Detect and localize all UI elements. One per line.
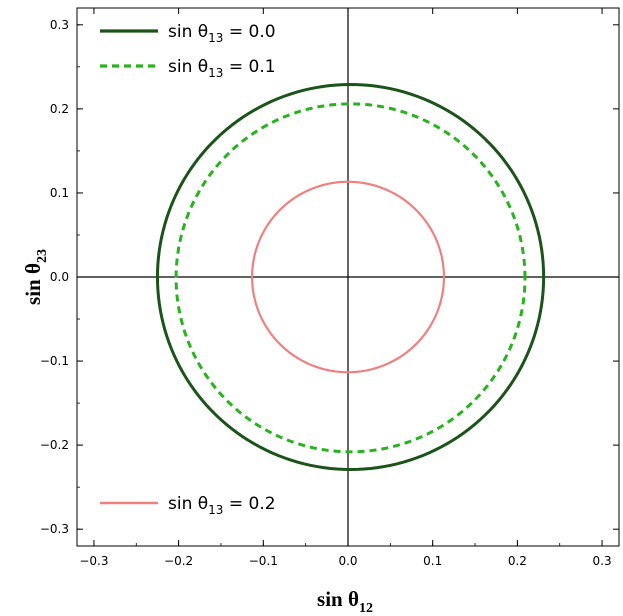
y-tick-label: −0.3 [40,522,69,536]
series-curve-3 [250,180,446,374]
legend: sin θ13 = 0.0 sin θ13 = 0.1 sin θ13 = 0.2 [100,22,276,517]
x-tick-label: 0.3 [593,554,612,568]
y-tick-label: 0.2 [50,102,69,116]
series-curve-1 [155,82,546,472]
y-tick-label: 0.0 [50,270,69,284]
y-tick-label: 0.1 [50,186,69,200]
x-tick-label: −0.3 [79,554,108,568]
zero-axis-lines [77,8,619,546]
y-axis-title: sin θ23 [21,249,50,305]
x-tick-label: 0.2 [508,554,527,568]
x-tick-label: −0.1 [249,554,278,568]
y-tick-label: −0.1 [40,354,69,368]
legend-label-2: sin θ13 = 0.1 [168,57,276,80]
series-curve-2 [174,102,527,454]
x-axis-title: sin θ12 [317,587,373,616]
y-tick-label: −0.2 [40,438,69,452]
legend-label-1: sin θ13 = 0.0 [168,22,276,45]
series-curves [155,82,546,472]
legend-label-3: sin θ13 = 0.2 [168,494,276,517]
axis-ticks: −0.3 −0.2 −0.1 0.0 0.1 0.2 0.3 −0.3 −0.2 −0.1 0.0 0… [40,8,619,568]
x-tick-label: 0.1 [423,554,442,568]
x-tick-label: 0.0 [338,554,357,568]
x-tick-label: −0.2 [164,554,193,568]
y-tick-label: 0.3 [50,18,69,32]
